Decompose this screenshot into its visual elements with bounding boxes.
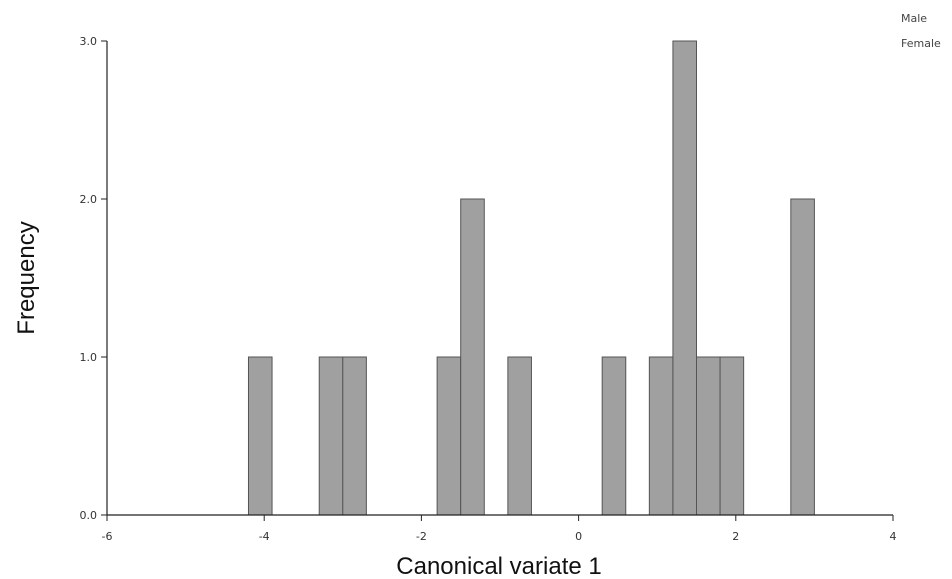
histogram-bar-4 [436,356,462,516]
histogram-bar-1 [247,356,273,516]
x-tick-label: 2 [732,530,739,543]
histogram-bar-8 [648,356,674,516]
histogram-bar-7 [601,356,627,516]
y-ticks-group: 0.0 1.0 2.0 3.0 [80,35,107,522]
legend-entry-male: Male [901,12,927,25]
histogram-bar-10 [696,356,721,516]
histogram-bar-2 [318,356,344,516]
histogram-bar-3 [342,356,367,516]
histogram-bar-12 [790,198,815,516]
bars-group [247,40,815,516]
x-ticks-group: -6 -4 -2 0 2 4 [102,515,897,543]
legend-entry-female: Female [901,37,941,50]
x-axis-title: Canonical variate 1 [396,553,601,579]
y-tick-label: 3.0 [80,35,98,48]
x-tick-label: -4 [259,530,270,543]
y-tick-label: 2.0 [80,193,98,206]
x-tick-label: -6 [102,530,113,543]
histogram-bar-5 [460,198,485,516]
histogram-bar-9 [672,40,697,516]
x-tick-label: 0 [575,530,582,543]
y-tick-label: 1.0 [80,351,98,364]
x-tick-label: 4 [890,530,897,543]
histogram-bar-11 [719,356,745,516]
y-axis-title: Frequency [13,221,40,334]
histogram-bar-6 [507,356,532,516]
x-tick-label: -2 [416,530,427,543]
y-tick-label: 0.0 [80,509,98,522]
